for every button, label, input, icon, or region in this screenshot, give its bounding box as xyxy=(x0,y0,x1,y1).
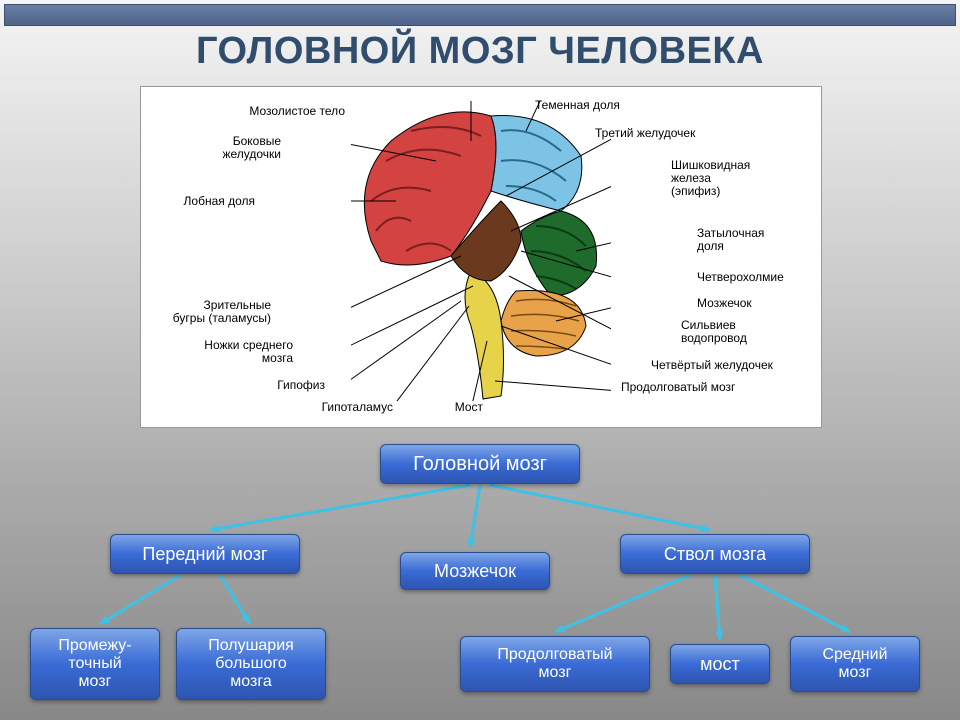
brain-label-left-3: Зрительныебугры (таламусы) xyxy=(131,299,271,325)
slide-canvas: ГОЛОВНОЙ МОЗГ ЧЕЛОВЕКА xyxy=(0,0,960,720)
arrow-head-2 xyxy=(700,524,710,533)
brain-label-right-3: Затылочнаядоля xyxy=(697,227,857,253)
hierarchy-l2-3: мост xyxy=(670,644,770,684)
brain-illustration xyxy=(351,101,611,401)
arrow-head-7 xyxy=(840,624,850,632)
arrow-line-4 xyxy=(220,575,250,624)
brain-label-left-0: Мозолистое тело xyxy=(205,105,345,118)
hierarchy-root: Головной мозг xyxy=(380,444,580,484)
brain-label-right-6: Сильвиевводопровод xyxy=(681,319,841,345)
hierarchy-l2-1: Полушариябольшогомозга xyxy=(176,628,326,700)
brain-label-right-0: Теменная доля xyxy=(535,99,695,112)
hierarchy-l2-0: Промежу-точныймозг xyxy=(30,628,160,700)
arrow-line-6 xyxy=(715,575,720,640)
page-title: ГОЛОВНОЙ МОЗГ ЧЕЛОВЕКА xyxy=(0,30,960,73)
arrow-line-5 xyxy=(555,575,690,632)
brain-label-right-5: Мозжечок xyxy=(697,297,857,310)
arrow-line-0 xyxy=(210,485,470,530)
arrow-head-1 xyxy=(467,538,476,548)
arrow-line-7 xyxy=(740,575,850,632)
arrow-line-1 xyxy=(470,485,480,548)
top-stripe xyxy=(4,4,956,26)
arrow-head-3 xyxy=(100,616,110,624)
brain-label-right-8: Продолговатый мозг xyxy=(621,381,781,394)
arrow-head-6 xyxy=(715,631,724,640)
arrow-head-4 xyxy=(242,614,250,624)
brain-label-right-2: Шишковиднаяжелеза(эпифиз) xyxy=(671,159,831,199)
brain-label-left-5: Гипофиз xyxy=(185,379,325,392)
arrow-head-5 xyxy=(555,624,565,632)
arrow-head-0 xyxy=(210,524,220,533)
brain-label-left-1: Боковыежелудочки xyxy=(141,135,281,161)
hierarchy-l2-4: Средниймозг xyxy=(790,636,920,692)
brain-label-right-7: Четвёртый желудочек xyxy=(651,359,811,372)
brain-label-left-4: Ножки среднегомозга xyxy=(153,339,293,365)
arrow-line-2 xyxy=(490,485,710,530)
hierarchy-l1-0: Передний мозг xyxy=(110,534,300,574)
arrow-line-3 xyxy=(100,575,180,624)
occipital-lobe xyxy=(521,211,597,296)
brain-stem xyxy=(465,271,504,399)
brain-label-left-7: Мост xyxy=(343,401,483,414)
hierarchy-l2-2: Продолговатыймозг xyxy=(460,636,650,692)
hierarchy-l1-1: Мозжечок xyxy=(400,552,550,590)
hierarchy-l1-2: Ствол мозга xyxy=(620,534,810,574)
brain-label-right-4: Четверохолмие xyxy=(697,271,857,284)
brain-label-right-1: Третий желудочек xyxy=(595,127,755,140)
brain-diagram-panel: Мозолистое телоБоковыежелудочкиЛобная до… xyxy=(140,86,822,428)
brain-label-left-2: Лобная доля xyxy=(115,195,255,208)
